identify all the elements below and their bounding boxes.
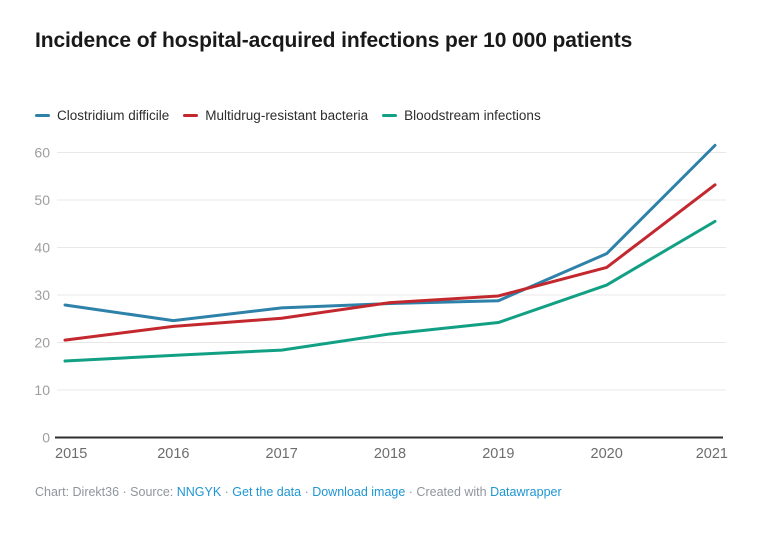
footer-attribution: Chart: Direkt36 · Source: NNGYK · Get th… xyxy=(35,485,562,499)
legend-swatch-icon xyxy=(382,113,398,118)
footer-link-datawrapper[interactable]: Datawrapper xyxy=(490,485,562,499)
x-tick-label-2015: 2015 xyxy=(55,446,87,462)
y-tick-label-20: 20 xyxy=(34,335,50,351)
series-line-bloodstream-infections[interactable] xyxy=(63,219,717,363)
x-tick-label-2019: 2019 xyxy=(482,446,514,462)
footer-text: · xyxy=(405,485,417,499)
footer-text: · xyxy=(301,485,313,499)
legend-label: Bloodstream infections xyxy=(404,108,541,123)
chart-title: Incidence of hospital-acquired infection… xyxy=(35,29,633,52)
x-tick-label-2018: 2018 xyxy=(374,446,406,462)
x-tick-label-2016: 2016 xyxy=(157,446,189,462)
footer-link-nngyk[interactable]: NNGYK xyxy=(176,485,222,499)
y-tick-label-10: 10 xyxy=(34,382,50,398)
legend-label: Multidrug-resistant bacteria xyxy=(205,108,369,123)
footer-link-get-the-data[interactable]: Get the data xyxy=(232,485,302,499)
legend: Clostridium difficile Multidrug-resistan… xyxy=(35,108,541,123)
x-tick-label-2021: 2021 xyxy=(696,446,728,462)
legend-item-clostridium-difficile: Clostridium difficile xyxy=(35,108,169,123)
legend-swatch-icon xyxy=(35,113,50,118)
y-tick-label-0: 0 xyxy=(42,430,50,446)
series-line-multidrug-resistant-bacteria[interactable] xyxy=(63,183,717,342)
y-tick-label-50: 50 xyxy=(34,192,50,208)
legend-swatch-icon xyxy=(183,113,199,118)
legend-item-multidrug-resistant-bacteria: Multidrug-resistant bacteria xyxy=(183,108,368,123)
legend-item-bloodstream-infections: Bloodstream infections xyxy=(382,108,541,123)
footer-link-download-image[interactable]: Download image xyxy=(312,485,406,499)
y-tick-label-60: 60 xyxy=(34,145,50,161)
legend-label: Clostridium difficile xyxy=(57,108,170,123)
footer-text: Chart: Direkt36 · Source: xyxy=(35,485,177,499)
footer-text: Created with xyxy=(416,485,491,499)
footer-text: · xyxy=(221,485,233,499)
x-tick-label-2020: 2020 xyxy=(591,446,623,462)
x-tick-label-2017: 2017 xyxy=(266,446,298,462)
y-tick-label-40: 40 xyxy=(34,240,50,256)
y-tick-label-30: 30 xyxy=(34,287,50,303)
series-line-clostridium-difficile[interactable] xyxy=(63,143,717,323)
